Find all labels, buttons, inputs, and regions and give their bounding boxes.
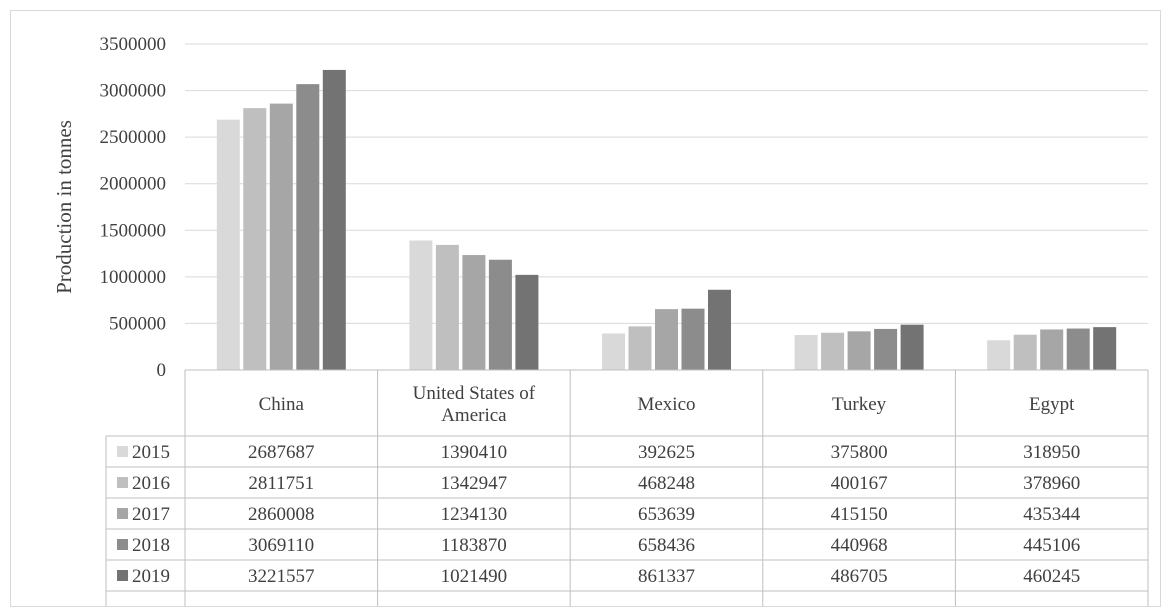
- legend-key: [117, 446, 128, 457]
- legend-key: [117, 508, 128, 519]
- bar: [681, 308, 705, 370]
- bar: [488, 259, 512, 370]
- bar: [462, 255, 486, 370]
- bar: [708, 289, 731, 370]
- y-tick-label: 1500000: [100, 220, 167, 241]
- legend-key: [117, 539, 128, 550]
- data-value: 415150: [831, 504, 888, 525]
- data-value: 1021490: [441, 566, 508, 587]
- y-tick-label: 3000000: [100, 81, 167, 102]
- data-value: 2687687: [248, 442, 315, 463]
- bar: [216, 119, 240, 370]
- bar: [296, 84, 320, 370]
- data-value: 653639: [638, 504, 695, 525]
- bar: [435, 244, 459, 370]
- data-value: 440968: [831, 535, 888, 556]
- y-tick-label: 3500000: [100, 34, 167, 55]
- bar: [409, 240, 433, 370]
- y-tick-label: 0: [157, 360, 167, 381]
- data-value: 392625: [638, 442, 695, 463]
- category-label: China: [259, 394, 305, 415]
- category-label: America: [441, 405, 507, 426]
- bar: [987, 340, 1011, 370]
- data-value: 861337: [638, 566, 695, 587]
- data-value: 375800: [831, 442, 888, 463]
- chart-frame: [10, 10, 1161, 607]
- data-value: 2811751: [248, 473, 314, 494]
- bar: [322, 69, 346, 371]
- bar: [1013, 334, 1037, 370]
- bar: [655, 309, 678, 370]
- data-value: 486705: [831, 566, 888, 587]
- data-value: 400167: [831, 473, 888, 494]
- data-value: 1342947: [441, 473, 508, 494]
- legend-label: 2017: [132, 504, 170, 525]
- data-value: 1390410: [441, 442, 508, 463]
- y-tick-label: 500000: [109, 313, 166, 334]
- category-label: Egypt: [1029, 394, 1075, 415]
- bar: [628, 326, 652, 370]
- data-value: 3069110: [248, 535, 314, 556]
- bar: [1040, 329, 1064, 370]
- data-value: 3221557: [248, 566, 315, 587]
- legend-label: 2016: [132, 473, 170, 494]
- y-tick-label: 2000000: [100, 174, 167, 195]
- data-value: 2860008: [248, 504, 315, 525]
- data-value: 658436: [638, 535, 695, 556]
- data-value: 460245: [1023, 566, 1080, 587]
- legend-label: 2019: [132, 566, 170, 587]
- category-label: Mexico: [637, 394, 695, 415]
- data-value: 468248: [638, 473, 695, 494]
- y-tick-label: 1000000: [100, 267, 167, 288]
- data-value: 445106: [1023, 535, 1080, 556]
- category-label: Turkey: [832, 394, 887, 415]
- data-value: 1183870: [441, 535, 507, 556]
- bar: [900, 324, 924, 370]
- data-value: 435344: [1023, 504, 1081, 525]
- category-label: United States of: [413, 383, 536, 404]
- bar: [821, 332, 845, 370]
- legend-key: [117, 477, 128, 488]
- legend-key: [117, 570, 128, 581]
- bar: [1066, 328, 1090, 370]
- bar: [243, 108, 267, 371]
- y-tick-label: 2500000: [100, 127, 167, 148]
- data-value: 378960: [1023, 473, 1080, 494]
- bar: [515, 274, 539, 370]
- legend-label: 2018: [132, 535, 170, 556]
- bar: [602, 333, 625, 370]
- bar: [794, 334, 818, 370]
- bar: [847, 331, 871, 370]
- bar: [874, 328, 898, 370]
- bar: [269, 103, 293, 370]
- data-value: 1234130: [441, 504, 508, 525]
- bar: [1093, 327, 1117, 370]
- legend-label: 2015: [132, 442, 170, 463]
- y-axis-label: Production in tonnes: [52, 120, 76, 294]
- data-value: 318950: [1023, 442, 1080, 463]
